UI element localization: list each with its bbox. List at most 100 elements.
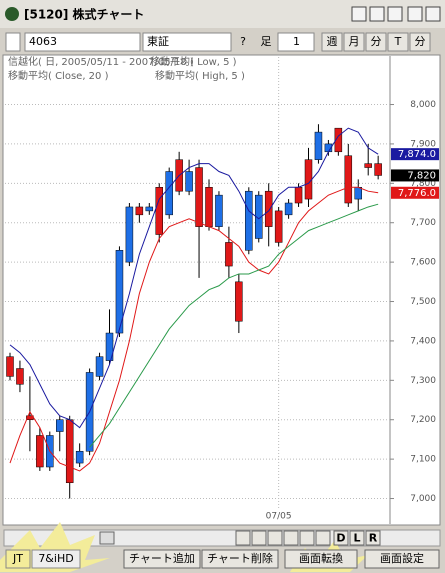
candle-body — [245, 190, 253, 251]
candle-body — [125, 206, 134, 263]
candle-body — [75, 450, 84, 464]
nav-button[interactable] — [315, 530, 331, 546]
candle-body — [304, 159, 313, 200]
candle-body — [165, 171, 173, 216]
candle-body — [364, 163, 372, 168]
moving-average-line — [89, 203, 379, 448]
scroll-thumb[interactable] — [99, 531, 115, 545]
y-tick-label: 7,200 — [410, 415, 436, 425]
candle-body — [255, 194, 263, 239]
price-tag — [391, 148, 439, 161]
x-tick-label: 07/05 — [266, 512, 292, 522]
button[interactable] — [369, 6, 385, 22]
candle-body — [145, 206, 154, 212]
candle-body — [95, 356, 104, 377]
candle-body — [274, 210, 283, 243]
chart-panel — [2, 54, 441, 526]
candle-body — [6, 356, 14, 377]
candle-body — [185, 171, 193, 192]
dropdown[interactable] — [5, 32, 21, 52]
candle-body — [294, 187, 303, 204]
price-tag — [391, 186, 439, 199]
market-text: 東証 — [147, 35, 169, 48]
nav-button-label: D — [336, 532, 345, 545]
y-tick-label: 7,800 — [410, 179, 436, 189]
y-tick-label: 7,600 — [410, 258, 436, 268]
y-tick-label: 7,400 — [410, 336, 436, 346]
market-select[interactable] — [142, 32, 232, 52]
toolbar-button[interactable] — [321, 32, 343, 52]
toolbar-button-label: 月 — [349, 35, 360, 48]
nav-button[interactable] — [365, 530, 381, 546]
candle-body — [284, 202, 293, 216]
y-tick-label: 7,500 — [410, 297, 436, 307]
candle-body — [16, 368, 24, 385]
candle-body — [135, 206, 144, 216]
action-button[interactable] — [201, 549, 279, 569]
candle-body — [344, 155, 353, 204]
legend-entry: 移動平均( Low, 5 ) — [150, 55, 237, 68]
nav-button[interactable] — [267, 530, 283, 546]
price-tag-label: 7,874.0 — [398, 149, 436, 160]
toolbar-button-label: 分 — [415, 35, 426, 48]
candle-body — [235, 281, 243, 322]
button[interactable] — [387, 6, 403, 22]
candle-body — [264, 190, 273, 227]
price-tag-label: 7,776.0 — [398, 188, 436, 199]
button[interactable] — [407, 6, 423, 22]
toolbar-button-label: 分 — [371, 35, 382, 48]
bar-count-input[interactable] — [277, 32, 315, 52]
code-input[interactable] — [24, 32, 141, 52]
action-button[interactable] — [364, 549, 440, 569]
y-tick-label: 8,000 — [410, 100, 436, 110]
nav-button[interactable] — [333, 530, 349, 546]
action-button-label: チャート追加 — [129, 551, 195, 565]
candle-body — [215, 194, 223, 227]
tab[interactable] — [5, 549, 31, 569]
toolbar-button[interactable] — [409, 32, 431, 52]
action-button-label: チャート削除 — [207, 551, 273, 565]
candle-body — [105, 332, 114, 361]
button[interactable] — [425, 6, 441, 22]
help-button[interactable]: ? — [240, 35, 246, 48]
candle-body — [115, 250, 124, 334]
candle-body — [195, 167, 203, 227]
price-tag-label: 7,820 — [407, 170, 436, 181]
action-button[interactable] — [284, 549, 358, 569]
nav-button-label: R — [369, 532, 378, 545]
action-button[interactable] — [123, 549, 201, 569]
nav-button[interactable] — [283, 530, 299, 546]
candle-body — [56, 419, 64, 432]
y-tick-label: 7,700 — [410, 218, 436, 228]
candle-body — [354, 187, 362, 200]
candle-body — [36, 435, 44, 468]
legend-entry: 移動平均( Close, 20 ) — [8, 69, 109, 82]
bar-label: 足 — [261, 35, 272, 48]
nav-button[interactable] — [349, 530, 365, 546]
window-controls[interactable] — [351, 6, 441, 22]
action-button-label: 画面転換 — [299, 552, 343, 565]
candle-body — [155, 187, 163, 235]
nav-button[interactable] — [299, 530, 315, 546]
tab-label: JT — [12, 552, 23, 565]
y-tick-label: 7,000 — [410, 494, 436, 504]
nav-button[interactable] — [251, 530, 267, 546]
chart-subtitle: 信越化( 日, 2005/05/11 - 2007/05/18 ) — [8, 55, 194, 68]
tab-label: 7&iHD — [38, 552, 73, 565]
toolbar-button-label: 週 — [327, 35, 338, 48]
code-text: 4063 — [29, 35, 57, 48]
toolbar-button[interactable] — [365, 32, 387, 52]
app-icon — [5, 7, 19, 21]
action-button-label: 画面設定 — [380, 551, 424, 565]
button[interactable] — [351, 6, 367, 22]
nav-button[interactable] — [235, 530, 251, 546]
toolbar-button[interactable] — [343, 32, 365, 52]
moving-average-line — [9, 127, 379, 429]
candle-body — [225, 242, 233, 267]
toolbar-button-label: T — [394, 35, 402, 48]
toolbar-button[interactable] — [387, 32, 409, 52]
tab[interactable] — [31, 549, 81, 569]
candle-body — [205, 187, 213, 227]
candle-body — [374, 163, 382, 176]
